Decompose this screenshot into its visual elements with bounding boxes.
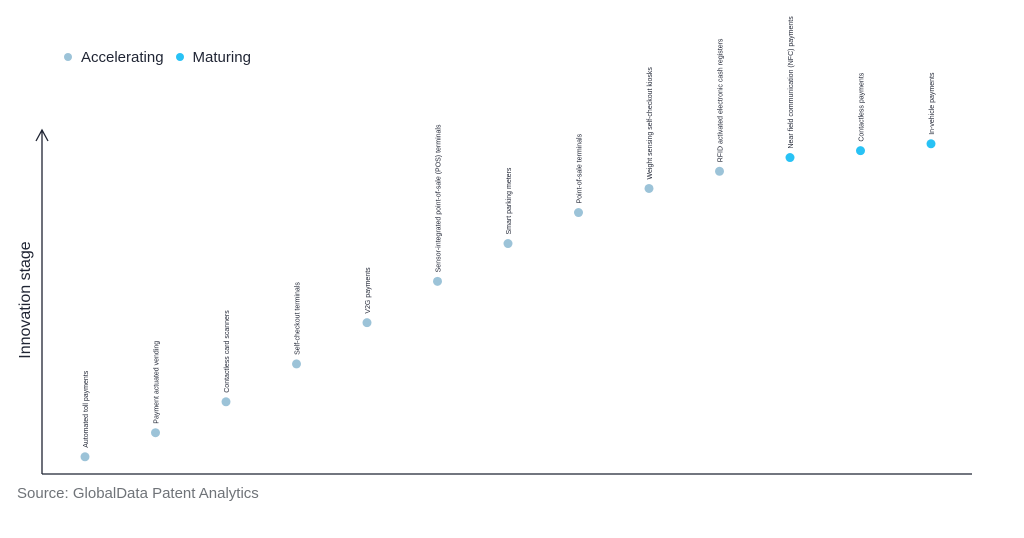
data-label-weight-sensing-self-checkout-kiosks: Weight sensing self-checkout kiosks [647, 67, 654, 180]
legend-item-accelerating[interactable]: Accelerating [64, 49, 164, 66]
data-point-near-field-communication-nfc-payments[interactable] [785, 153, 795, 163]
data-point-self-checkout-terminals[interactable] [292, 359, 301, 369]
data-label-v2g-payments: V2G payments [365, 267, 372, 314]
legend-marker-maturing [175, 53, 184, 61]
data-label-near-field-communication-nfc-payments: Near field communication (NFC) payments [788, 16, 795, 149]
y-axis-arrow [35, 128, 49, 142]
data-label-automated-toll-payments: Automated toll payments [83, 370, 90, 448]
data-label-rfid-activated-electronic-cash-registers: RFID activated electronic cash registers [718, 38, 725, 162]
data-label-contactless-card-scanners: Contactless card scanners [224, 310, 231, 393]
legend-label-maturing: Maturing [192, 48, 251, 66]
legend: Accelerating Maturing [64, 47, 251, 67]
data-point-point-of-sale-terminals[interactable] [574, 208, 583, 218]
data-label-smart-parking-meters: Smart parking meters [506, 167, 513, 234]
data-label-self-checkout-terminals: Self-checkout terminals [295, 282, 302, 355]
data-point-weight-sensing-self-checkout-kiosks[interactable] [644, 183, 654, 193]
data-point-contactless-card-scanners[interactable] [221, 397, 231, 407]
data-point-automated-toll-payments[interactable] [80, 452, 90, 462]
legend-item-maturing[interactable]: Maturing [175, 48, 251, 66]
data-point-payment-actuated-vending[interactable] [151, 428, 160, 438]
legend-marker-accelerating [64, 53, 72, 61]
data-label-contactless-payments: Contactless payments [859, 72, 866, 141]
data-point-v2g-payments[interactable] [362, 318, 372, 328]
data-point-smart-parking-meters[interactable] [503, 239, 513, 249]
chart-marks: Automated toll payments Payment actuated … [80, 16, 936, 462]
data-point-in-vehicle-payments[interactable] [926, 139, 936, 149]
legend-label-accelerating: Accelerating [81, 48, 164, 66]
data-label-payment-actuated-vending: Payment actuated vending [154, 341, 161, 424]
data-label-sensor-integrated-point-of-sale-pos-terminals: Sensor-integrated point-of-sale (POS) te… [436, 124, 443, 272]
data-point-sensor-integrated-point-of-sale-pos-terminals[interactable] [433, 276, 442, 286]
source-note: Source: GlobalData Patent Analytics [17, 485, 259, 502]
data-point-rfid-activated-electronic-cash-registers[interactable] [715, 166, 724, 176]
data-point-contactless-payments[interactable] [856, 146, 865, 156]
data-label-in-vehicle-payments: In-vehicle payments [929, 72, 936, 135]
data-label-point-of-sale-terminals: Point-of-sale terminals [577, 133, 584, 203]
